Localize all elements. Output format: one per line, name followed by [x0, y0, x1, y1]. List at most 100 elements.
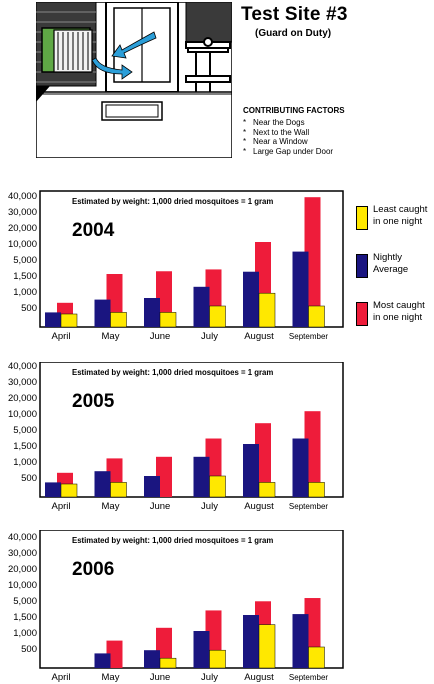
legend-label-average: Nightly Average [373, 252, 409, 275]
bar-least [110, 312, 127, 328]
x-tick-label: April [51, 501, 70, 512]
chart-title: 2006 [72, 559, 114, 580]
y-tick-label: 40,000 [8, 362, 37, 372]
bar-average [94, 471, 111, 497]
x-tick-label: September [289, 502, 328, 511]
x-tick-label: May [102, 331, 120, 342]
bar-average [193, 631, 210, 668]
chart-title: 2005 [72, 391, 115, 412]
bar-least [159, 312, 177, 328]
airflow-arrows [91, 31, 157, 80]
y-tick-label: 30,000 [8, 377, 37, 388]
bar-least [110, 482, 127, 498]
y-tick-label: 30,000 [8, 207, 37, 218]
y-tick-label: 500 [21, 644, 37, 655]
y-tick-label: 20,000 [8, 564, 37, 575]
bar-least [209, 649, 226, 669]
bar-least [209, 475, 226, 498]
y-tick-label: 1,000 [13, 457, 37, 468]
x-tick-label: April [51, 672, 70, 683]
bar-average [243, 615, 259, 668]
factor-item: * Large Gap under Door [243, 146, 334, 156]
legend-label-least: Least caught in one night [373, 204, 428, 227]
x-tick-label: July [201, 672, 218, 683]
legend-item-average: Nightly Average [356, 252, 434, 282]
bar-least [258, 292, 276, 328]
y-tick-label: 10,000 [8, 409, 37, 420]
factor-item: * Near a Window [243, 137, 308, 147]
chart-annotation: Estimated by weight: 1,000 dried mosquit… [72, 368, 273, 377]
trap-device [41, 27, 93, 73]
factor-item: * Near the Dogs [243, 118, 305, 127]
bar-average [193, 456, 210, 497]
porch-illustration [36, 2, 232, 158]
page-subtitle: (Guard on Duty) [255, 28, 332, 39]
y-tick-label: 1,000 [13, 287, 37, 298]
x-tick-label: July [201, 501, 218, 512]
y-tick-label: 500 [21, 303, 37, 314]
legend-swatch-least [356, 206, 368, 230]
y-tick-label: 5,000 [13, 425, 37, 436]
x-tick-label: May [102, 672, 120, 683]
bar-average [243, 271, 259, 327]
chart-annotation: Estimated by weight: 1,000 dried mosquit… [72, 536, 273, 545]
x-tick-label: July [201, 331, 218, 342]
bar-least [258, 482, 276, 498]
bar-least [209, 305, 226, 328]
y-tick-label: 500 [21, 473, 37, 484]
y-tick-label: 40,000 [8, 532, 37, 543]
factors-heading: CONTRIBUTING FACTORS [243, 106, 345, 115]
y-tick-label: 1,500 [13, 271, 37, 282]
bar-least [308, 482, 325, 498]
bar-average [292, 251, 309, 327]
y-tick-label: 30,000 [8, 548, 37, 559]
chart-title: 2004 [72, 220, 115, 241]
legend-item-least: Least caught in one night [356, 204, 434, 234]
bar-least [258, 624, 276, 669]
bar-average [193, 286, 210, 327]
factor-item: * Next to the Wall [243, 127, 310, 137]
y-tick-label: 1,500 [13, 441, 37, 452]
y-tick-label: 5,000 [13, 596, 37, 607]
bar-average [45, 312, 61, 327]
factors-list: * Near the Dogs * Next to the Wall * Near a… [243, 118, 333, 156]
y-tick-label: 5,000 [13, 255, 37, 266]
bar-average [243, 444, 259, 497]
y-tick-label: 1,500 [13, 612, 37, 623]
page-title: Test Site #3 [241, 4, 348, 25]
x-tick-label: August [244, 501, 274, 512]
x-tick-label: April [51, 331, 70, 342]
legend-swatch-average [356, 254, 368, 278]
x-tick-label: August [244, 331, 274, 342]
y-tick-label: 40,000 [8, 191, 37, 202]
bar-average [94, 653, 111, 668]
bar-average [45, 482, 61, 497]
y-tick-label: 1,000 [13, 628, 37, 639]
y-tick-label: 20,000 [8, 223, 37, 234]
legend-item-most: Most caught in one night [356, 300, 434, 330]
bar-average [144, 476, 160, 497]
bar-least [308, 646, 325, 669]
legend-label-most: Most caught in one night [373, 300, 425, 323]
bar-average [144, 298, 160, 327]
legend-swatch-most [356, 302, 368, 326]
bar-average [292, 438, 309, 497]
y-tick-label: 10,000 [8, 239, 37, 250]
chart-2004: 500 1,000 1,500 5,000 10,000 20,000 30,000 40,0… [8, 190, 344, 342]
x-tick-label: August [244, 672, 274, 683]
bar-average [144, 650, 160, 668]
y-tick-label: 20,000 [8, 393, 37, 404]
chart-2005: 500 1,000 1,500 5,000 10,000 20,000 30,000 40,0… [8, 362, 344, 512]
x-tick-label: May [102, 501, 120, 512]
chart-2006: 500 1,000 1,500 5,000 10,000 20,000 30,000 40,0… [8, 530, 344, 683]
bar-least [60, 313, 78, 328]
chart-annotation: Estimated by weight: 1,000 dried mosquit… [72, 197, 273, 206]
y-tick-label: 10,000 [8, 580, 37, 591]
x-tick-label: June [150, 672, 171, 683]
bar-average [292, 614, 309, 668]
bar-average [94, 299, 111, 327]
x-tick-label: June [150, 501, 171, 512]
x-tick-label: June [150, 331, 171, 342]
bar-least [159, 657, 177, 669]
bar-least [60, 483, 78, 498]
